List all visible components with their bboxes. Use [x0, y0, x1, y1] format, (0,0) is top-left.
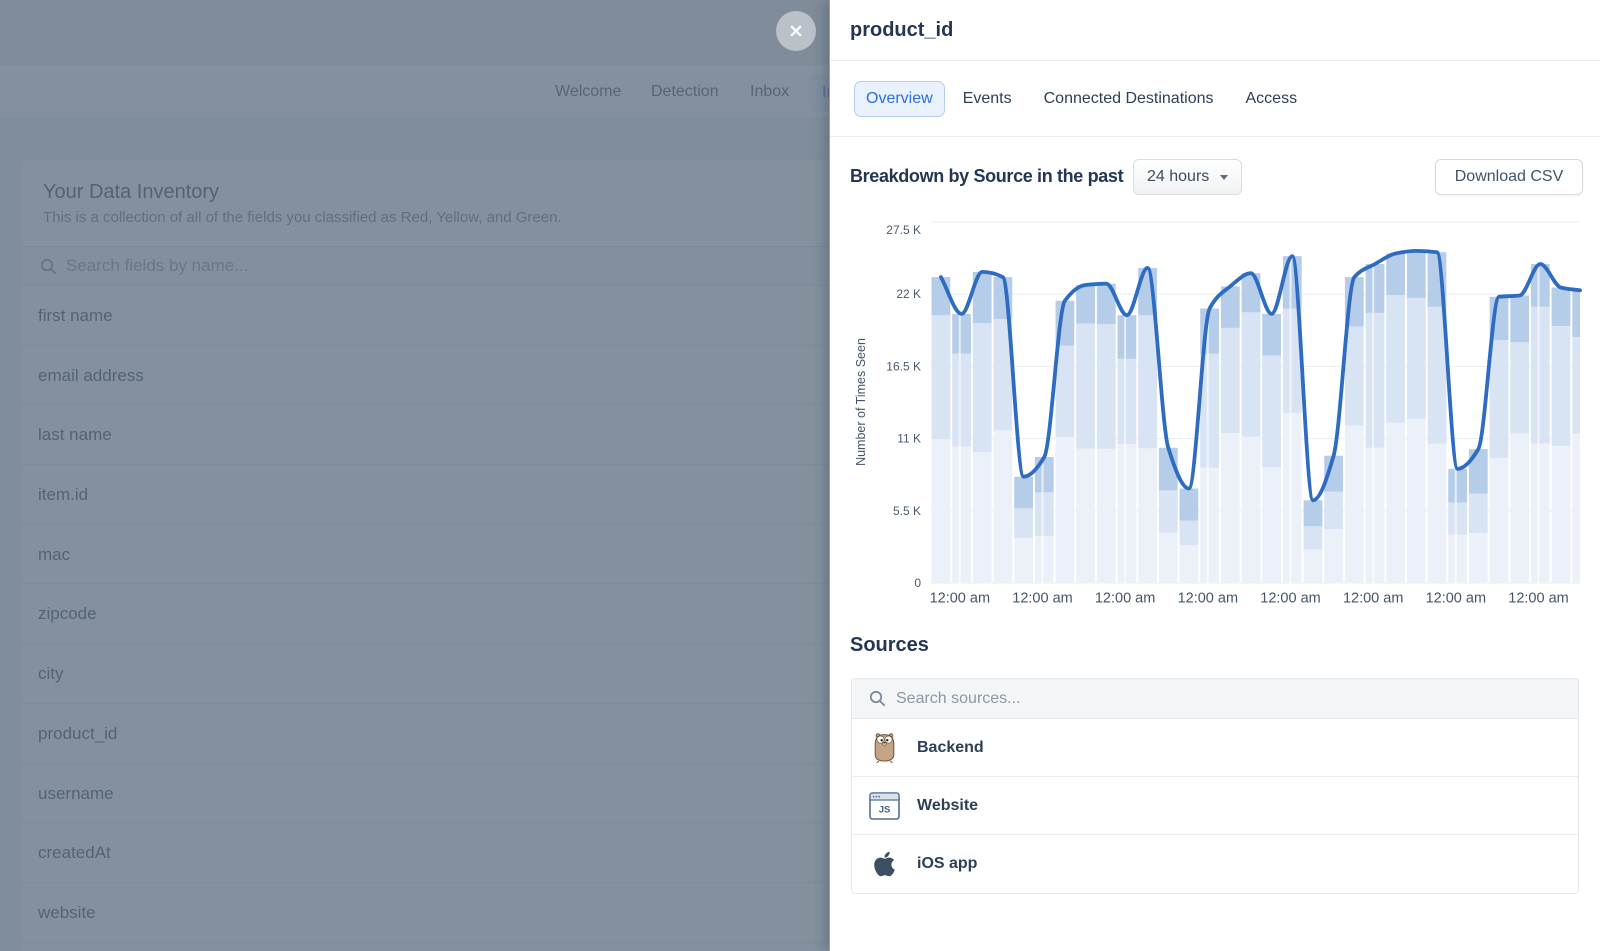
svg-text:JS: JS [878, 804, 890, 815]
svg-text:Number of Times Seen: Number of Times Seen [854, 338, 868, 466]
svg-text:12:00 am: 12:00 am [1426, 591, 1486, 607]
svg-text:12:00 am: 12:00 am [1260, 591, 1320, 607]
svg-text:12:00 am: 12:00 am [1343, 591, 1403, 607]
svg-text:5.5 K: 5.5 K [893, 504, 921, 518]
svg-text:0: 0 [914, 576, 921, 590]
svg-text:22 K: 22 K [896, 287, 921, 301]
svg-text:27.5 K: 27.5 K [886, 223, 921, 237]
svg-text:11 K: 11 K [897, 432, 921, 446]
svg-text:12:00 am: 12:00 am [1095, 591, 1155, 607]
svg-text:12:00 am: 12:00 am [1012, 591, 1072, 607]
svg-text:12:00 am: 12:00 am [930, 591, 990, 607]
svg-text:16.5 K: 16.5 K [886, 359, 921, 373]
svg-text:12:00 am: 12:00 am [1508, 591, 1568, 607]
svg-text:12:00 am: 12:00 am [1178, 591, 1238, 607]
